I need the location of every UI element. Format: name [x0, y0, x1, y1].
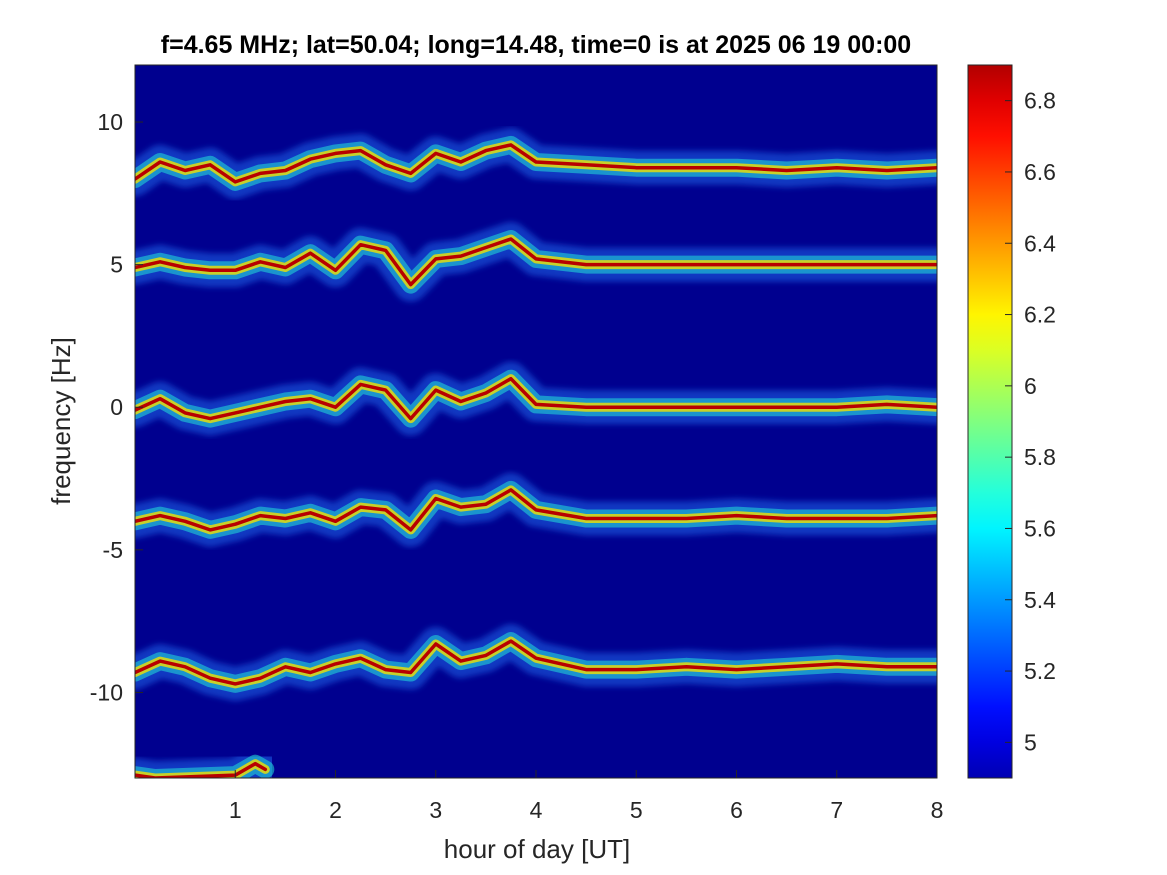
colorbar-tick-label: 5.2	[1024, 658, 1056, 684]
colorbar-tick-label: 6.6	[1024, 159, 1056, 185]
colorbar: 5 5.2 5.4 5.6 5.8 6 6.2 6.4 6.6 6.8	[967, 64, 1056, 779]
y-axis-ticks: 10 5 0 -5 -10	[90, 109, 143, 705]
x-tick-label: 4	[530, 797, 543, 823]
trace-4-core	[135, 488, 937, 532]
y-tick-label: -10	[90, 679, 123, 705]
x-tick-label: 1	[229, 797, 242, 823]
trace-2-core	[135, 237, 937, 287]
trace-1	[135, 127, 937, 199]
y-tick-label: 0	[110, 394, 123, 420]
x-axis-label: hour of day [UT]	[444, 834, 630, 864]
trace-4	[135, 472, 937, 547]
x-tick-label: 7	[830, 797, 843, 823]
colorbar-gradient	[968, 65, 1012, 778]
colorbar-tick-label: 6.2	[1024, 302, 1056, 328]
trace-3	[135, 361, 937, 436]
colorbar-tick-label: 6	[1024, 373, 1037, 399]
colorbar-tick-label: 5	[1024, 729, 1037, 755]
plot-area	[134, 64, 938, 779]
x-tick-label: 5	[630, 797, 643, 823]
colorbar-tick-label: 6.8	[1024, 88, 1056, 114]
chart-title: f=4.65 MHz; lat=50.04; long=14.48, time=…	[161, 31, 911, 59]
colorbar-tick-label: 5.6	[1024, 515, 1056, 541]
trace-1-core	[135, 143, 937, 184]
colorbar-tick-label: 5.8	[1024, 444, 1056, 470]
trace-2	[135, 222, 937, 302]
y-tick-label: 5	[110, 252, 123, 278]
trace-5	[135, 624, 937, 701]
colorbar-frame	[967, 64, 1013, 779]
x-tick-label: 8	[931, 797, 944, 823]
x-tick-label: 2	[329, 797, 342, 823]
trace-5-core	[135, 639, 937, 686]
y-axis-label: frequency [Hz]	[46, 337, 76, 505]
trace-3-core	[135, 376, 937, 421]
spectral-traces	[135, 127, 937, 778]
y-tick-label: 10	[97, 109, 123, 135]
colorbar-tick-label: 6.4	[1024, 230, 1056, 256]
trace-6	[135, 746, 283, 778]
colorbar-tick-label: 5.4	[1024, 587, 1056, 613]
y-tick-label: -5	[103, 537, 123, 563]
colorbar-ticks: 5 5.2 5.4 5.6 5.8 6 6.2 6.4 6.6 6.8	[1005, 88, 1056, 755]
x-axis-ticks: 1 2 3 4 5 6 7 8	[229, 770, 944, 823]
x-tick-label: 6	[730, 797, 743, 823]
x-tick-label: 3	[429, 797, 442, 823]
